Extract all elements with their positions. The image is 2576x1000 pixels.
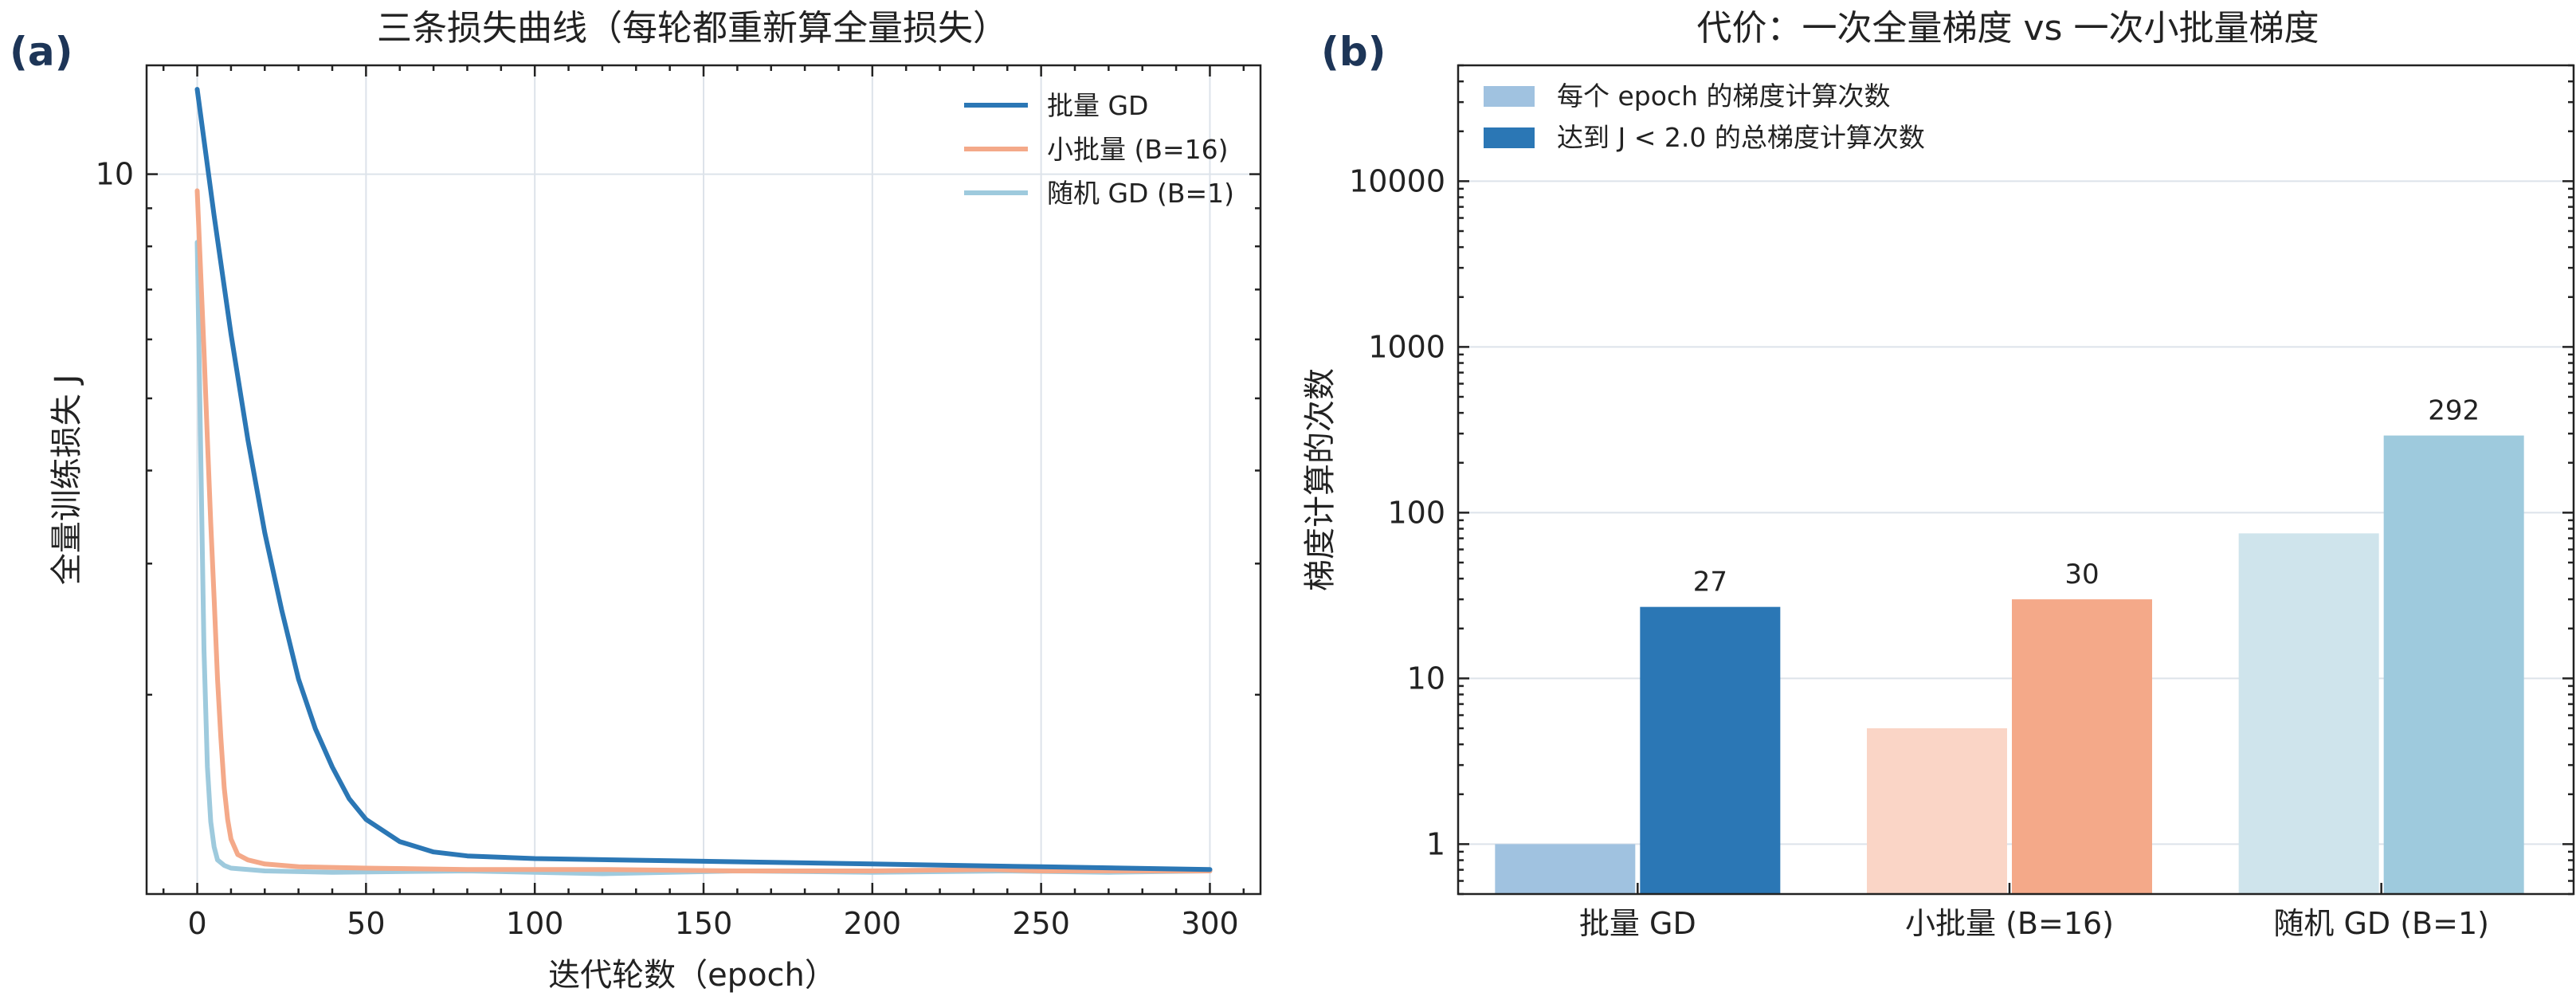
chart-a-xtick-label: 250 bbox=[1012, 906, 1070, 941]
chart-b-ytick-label: 1 bbox=[1426, 826, 1445, 861]
chart-a-legend-label: 小批量 (B=16) bbox=[1047, 134, 1229, 165]
chart-b-bar bbox=[1640, 606, 1781, 894]
chart-a-xlabel: 迭代轮数（epoch） bbox=[548, 957, 837, 994]
chart-a-lines bbox=[194, 87, 1213, 876]
chart-b-title: 代价：一次全量梯度 vs 一次小批量梯度 bbox=[1697, 8, 2319, 49]
chart-b-xtick-label: 批量 GD bbox=[1579, 906, 1696, 941]
chart-a-xtick-label: 300 bbox=[1181, 906, 1239, 941]
chart-b-bar bbox=[1867, 728, 2007, 894]
chart-b-frame bbox=[1457, 64, 2575, 896]
chart-a-xtick-label: 100 bbox=[506, 906, 564, 941]
chart-b-bar bbox=[2012, 599, 2152, 894]
chart-a-xtick-label: 200 bbox=[844, 906, 902, 941]
chart-b-legend-swatch bbox=[1484, 86, 1535, 107]
chart-a-ytick-label: 10 bbox=[96, 157, 134, 192]
chart-b-bars: 27 30 292 bbox=[1495, 395, 2524, 894]
chart-b-xtick-label: 小批量 (B=16) bbox=[1905, 906, 2114, 941]
chart-a-series-line bbox=[194, 87, 1213, 873]
chart-a-legend: 批量 GD 小批量 (B=16) 随机 GD (B=1) bbox=[964, 90, 1234, 209]
chart-b-ytick-label: 10000 bbox=[1349, 163, 1445, 198]
chart-a-legend-label: 随机 GD (B=1) bbox=[1047, 178, 1234, 209]
chart-a-title: 三条损失曲线（每轮都重新算全量损失） bbox=[377, 8, 1008, 49]
chart-b-ytick-label: 100 bbox=[1387, 495, 1445, 530]
chart-b-legend-swatch bbox=[1484, 127, 1535, 148]
chart-b-legend-label: 达到 J < 2.0 的总梯度计算次数 bbox=[1557, 122, 1925, 153]
chart-a-ticks: 0 50 100 150 200 250 300 10 bbox=[96, 65, 1261, 941]
chart-b-xtick-label: 随机 GD (B=1) bbox=[2273, 906, 2489, 941]
chart-b-ticks: 1 10 100 1000 10000 批量 GD 小批量 (B=16) 随机 GD (B=1… bbox=[1349, 64, 2574, 941]
panel-a-label: (a) bbox=[10, 29, 73, 75]
chart-b-bar-label: 30 bbox=[2064, 559, 2099, 590]
chart-a-ylabel: 全量训练损失 J bbox=[49, 375, 85, 586]
chart-a-grid bbox=[147, 65, 1261, 894]
chart-a-xtick-label: 50 bbox=[347, 906, 385, 941]
chart-b-bar bbox=[1495, 844, 1636, 894]
panel-b-label: (b) bbox=[1321, 29, 1386, 75]
chart-b-bar-label: 292 bbox=[2428, 395, 2480, 427]
chart-b-bar-label: 27 bbox=[1693, 567, 1727, 598]
chart-b-ylabel: 梯度计算的次数 bbox=[1302, 368, 1339, 591]
chart-a-xtick-label: 0 bbox=[187, 906, 206, 941]
chart-b-bar bbox=[2238, 533, 2379, 894]
chart-a-legend-label: 批量 GD bbox=[1047, 90, 1148, 121]
chart-b-legend-label: 每个 epoch 的梯度计算次数 bbox=[1557, 80, 1890, 112]
chart-a-xtick-label: 150 bbox=[675, 906, 733, 941]
chart-b-ytick-label: 1000 bbox=[1368, 329, 1445, 364]
chart-b-ytick-label: 10 bbox=[1407, 661, 1445, 696]
chart-b-bar bbox=[2383, 435, 2524, 894]
chart-a-series-line bbox=[194, 188, 1213, 873]
